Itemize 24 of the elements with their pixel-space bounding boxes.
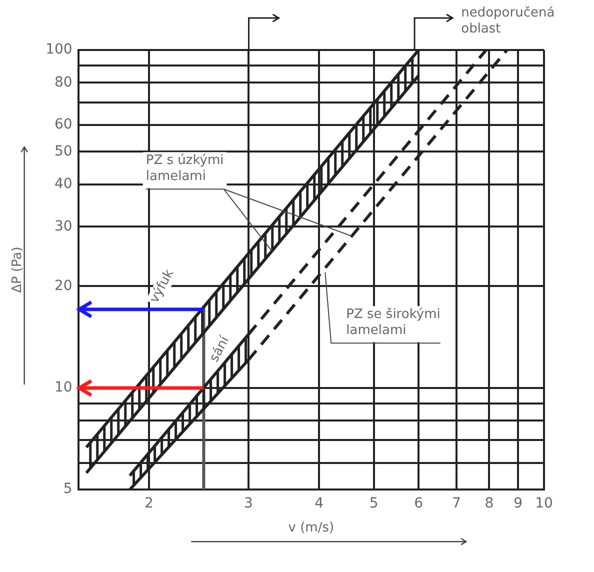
y-tick-label: 10 bbox=[54, 380, 72, 396]
x-tick-label: 8 bbox=[484, 496, 494, 512]
annotation: PZ s úzkými lamelami bbox=[146, 152, 224, 184]
x-tick-label: 7 bbox=[452, 496, 461, 512]
y-tick-label: 20 bbox=[54, 278, 72, 294]
y-tick-label: 40 bbox=[54, 176, 72, 192]
y-tick-label: 100 bbox=[46, 42, 72, 58]
y-tick-label: 80 bbox=[54, 74, 72, 90]
text: nedoporučená oblast bbox=[461, 5, 555, 36]
y-axis-title: ΔP (Pa) bbox=[10, 246, 26, 293]
annotation: PZ se širokými lamelami bbox=[346, 307, 440, 338]
x-tick-label: 4 bbox=[314, 496, 324, 512]
y-tick-label: 60 bbox=[54, 116, 72, 133]
x-tick-label: 9 bbox=[514, 496, 523, 512]
x-axis-title: v (m/s) bbox=[288, 520, 334, 536]
annotation: sání bbox=[206, 334, 233, 365]
x-tick-label: 5 bbox=[369, 496, 378, 512]
y-tick-label: 50 bbox=[54, 143, 72, 160]
y-tick-label: 30 bbox=[54, 218, 72, 234]
x-tick-label: 3 bbox=[244, 496, 253, 512]
x-tick-label: 6 bbox=[414, 496, 424, 512]
x-tick-label: 2 bbox=[144, 496, 154, 512]
x-tick-label: 10 bbox=[535, 496, 553, 512]
y-tick-label: 5 bbox=[63, 481, 72, 498]
